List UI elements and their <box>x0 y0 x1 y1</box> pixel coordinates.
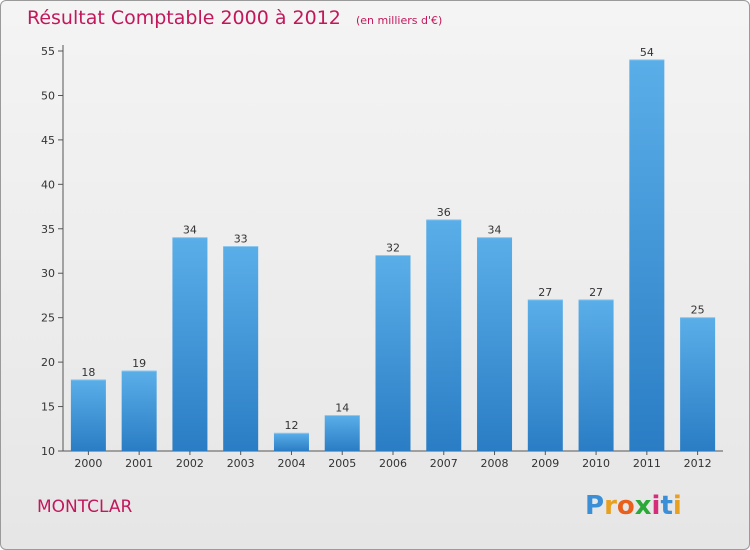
y-tick-label: 45 <box>41 134 55 147</box>
bar <box>223 246 259 451</box>
x-tick-label: 2002 <box>176 457 204 470</box>
x-tick-label: 2006 <box>379 457 407 470</box>
bar <box>477 237 513 451</box>
bar <box>324 415 360 451</box>
x-tick-label: 2008 <box>481 457 509 470</box>
bar <box>629 59 665 452</box>
bar <box>680 317 716 451</box>
y-tick-label: 25 <box>41 312 55 325</box>
data-label: 34 <box>488 224 502 237</box>
data-label: 34 <box>183 224 197 237</box>
data-label: 27 <box>538 286 552 299</box>
y-tick-label: 50 <box>41 89 55 102</box>
bar <box>426 219 462 451</box>
chart-unit-note: (en milliers d'€) <box>355 14 443 27</box>
x-tick-label: 2004 <box>277 457 305 470</box>
y-tick-label: 40 <box>41 178 55 191</box>
data-label: 14 <box>335 401 349 414</box>
x-tick-label: 2007 <box>430 457 458 470</box>
data-label: 27 <box>589 286 603 299</box>
data-label: 25 <box>691 304 705 317</box>
bar <box>273 433 309 451</box>
logo-letter: i <box>651 491 661 521</box>
logo-letter: t <box>660 491 673 521</box>
x-tick-label: 2010 <box>582 457 610 470</box>
y-tick-label: 20 <box>41 356 55 369</box>
data-label: 36 <box>437 206 451 219</box>
logo-letter: x <box>634 491 652 521</box>
bar <box>375 255 411 451</box>
proxiti-logo: Proxiti <box>585 491 682 521</box>
x-tick-label: 2009 <box>531 457 559 470</box>
x-tick-label: 2000 <box>74 457 102 470</box>
x-tick-label: 2001 <box>125 457 153 470</box>
logo-letter: i <box>672 491 682 521</box>
bar <box>121 371 157 451</box>
x-tick-label: 2012 <box>684 457 712 470</box>
town-name: MONTCLAR <box>37 497 133 517</box>
data-label: 32 <box>386 241 400 254</box>
bar <box>527 299 563 451</box>
y-tick-label: 30 <box>41 267 55 280</box>
y-tick-label: 15 <box>41 401 55 414</box>
data-label: 54 <box>640 46 654 59</box>
data-label: 18 <box>81 366 95 379</box>
bar <box>70 379 106 451</box>
bar <box>172 237 208 451</box>
chart-title: Résultat Comptable 2000 à 2012 <box>27 7 341 29</box>
x-tick-label: 2003 <box>227 457 255 470</box>
y-tick-label: 55 <box>41 45 55 58</box>
chart-title-row: Résultat Comptable 2000 à 2012 (en milli… <box>27 7 442 29</box>
logo-letter: r <box>604 491 617 521</box>
bar <box>578 299 614 451</box>
x-tick-label: 2005 <box>328 457 356 470</box>
x-tick-label: 2011 <box>633 457 661 470</box>
y-tick-label: 35 <box>41 223 55 236</box>
logo-letter: o <box>616 491 635 521</box>
data-label: 12 <box>284 419 298 432</box>
logo-letter: P <box>585 491 605 521</box>
data-label: 19 <box>132 357 146 370</box>
y-tick-label: 10 <box>41 445 55 458</box>
data-label: 33 <box>234 233 248 246</box>
